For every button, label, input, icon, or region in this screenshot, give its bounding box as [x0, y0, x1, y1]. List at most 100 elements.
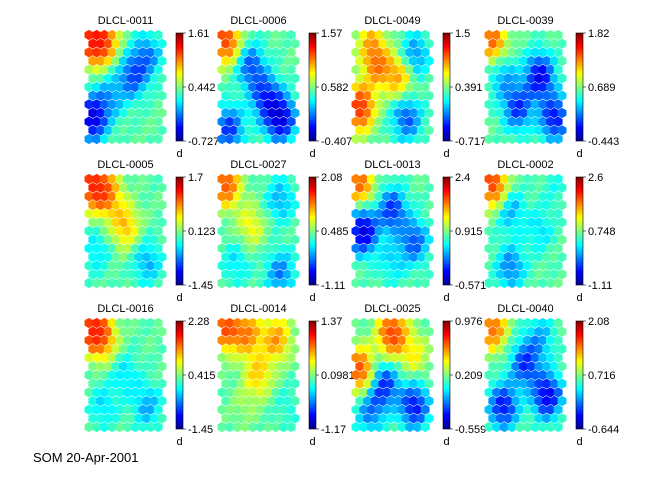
- som-unit: [522, 225, 532, 237]
- som-unit: [286, 317, 296, 329]
- som-unit: [149, 217, 159, 228]
- som-unit: [99, 404, 109, 415]
- som-unit: [511, 73, 521, 84]
- som-unit: [370, 107, 380, 119]
- som-unit: [496, 217, 505, 228]
- som-unit: [107, 81, 117, 93]
- colorbar-max-label: 0.976: [455, 316, 483, 328]
- som-unit: [420, 47, 430, 58]
- som-unit: [240, 116, 250, 127]
- som-unit: [496, 413, 505, 424]
- som-unit: [122, 81, 132, 93]
- som-unit: [538, 243, 548, 254]
- som-unit: [420, 133, 430, 145]
- som-unit: [282, 234, 292, 245]
- som-unit: [282, 125, 292, 136]
- som-hex-map: [351, 29, 434, 145]
- som-unit: [389, 277, 399, 289]
- som-unit: [515, 243, 525, 254]
- som-unit: [99, 317, 109, 329]
- som-unit: [386, 326, 396, 337]
- som-unit: [519, 199, 529, 211]
- som-unit: [279, 64, 288, 75]
- som-unit: [355, 55, 365, 67]
- som-unit: [122, 404, 132, 415]
- som-unit: [240, 369, 250, 381]
- som-unit: [130, 335, 140, 346]
- som-unit: [351, 387, 361, 398]
- som-unit: [382, 64, 392, 75]
- som-unit: [221, 125, 231, 136]
- som-unit: [549, 38, 559, 49]
- som-unit: [542, 217, 552, 228]
- som-unit: [271, 99, 281, 110]
- som-unit: [255, 352, 265, 363]
- som-unit: [88, 90, 98, 101]
- som-unit: [424, 73, 434, 84]
- som-unit: [522, 387, 532, 398]
- som-unit: [221, 251, 231, 263]
- som-unit: [397, 208, 407, 219]
- som-unit: [229, 217, 238, 228]
- som-unit: [275, 90, 285, 101]
- som-unit: [530, 369, 540, 381]
- som-unit: [389, 116, 399, 127]
- som-unit: [149, 413, 159, 424]
- som-unit: [363, 182, 372, 193]
- som-unit: [499, 352, 509, 363]
- som-unit: [99, 29, 109, 41]
- som-unit: [221, 73, 231, 84]
- som-unit: [530, 243, 540, 254]
- som-unit: [149, 182, 159, 193]
- som-unit: [255, 47, 265, 58]
- som-unit: [275, 251, 285, 263]
- som-unit: [416, 326, 426, 337]
- som-unit: [359, 191, 369, 202]
- som-unit: [401, 413, 411, 424]
- som-unit: [553, 191, 563, 202]
- som-unit: [229, 326, 238, 337]
- colorbar-mid-label: 0.915: [455, 226, 483, 238]
- som-unit: [229, 395, 238, 407]
- som-unit: [374, 208, 384, 219]
- som-unit: [393, 90, 403, 101]
- som-unit: [263, 277, 273, 289]
- som-unit: [374, 260, 384, 271]
- colorbar-max-label: 1.82: [588, 28, 609, 40]
- som-unit: [119, 234, 129, 245]
- som-unit: [522, 404, 532, 415]
- som-unit: [282, 361, 292, 372]
- som-unit: [382, 225, 392, 237]
- som-unit: [553, 317, 563, 329]
- som-unit: [225, 208, 235, 219]
- som-unit: [401, 343, 411, 355]
- som-unit: [530, 387, 540, 398]
- som-unit: [488, 107, 498, 119]
- som-unit: [107, 64, 117, 75]
- som-unit: [511, 55, 521, 67]
- som-unit: [397, 47, 407, 58]
- som-unit: [236, 269, 246, 280]
- som-unit: [153, 277, 163, 289]
- som-unit: [542, 73, 552, 84]
- som-unit: [232, 116, 242, 127]
- som-unit: [507, 387, 517, 398]
- som-unit: [538, 208, 548, 219]
- som-unit: [279, 47, 288, 58]
- som-unit: [416, 73, 426, 84]
- som-unit: [221, 55, 231, 67]
- som-unit: [538, 369, 548, 381]
- som-unit: [153, 116, 163, 127]
- som-unit: [507, 208, 517, 219]
- som-unit: [286, 191, 296, 202]
- som-unit: [92, 387, 102, 398]
- som-unit: [378, 361, 388, 372]
- som-unit: [279, 191, 288, 202]
- som-unit: [366, 99, 376, 110]
- som-unit: [107, 352, 117, 363]
- som-unit: [138, 277, 148, 289]
- som-unit: [217, 243, 227, 254]
- som-unit: [389, 47, 399, 58]
- som-unit: [393, 413, 403, 424]
- som-unit: [496, 234, 505, 245]
